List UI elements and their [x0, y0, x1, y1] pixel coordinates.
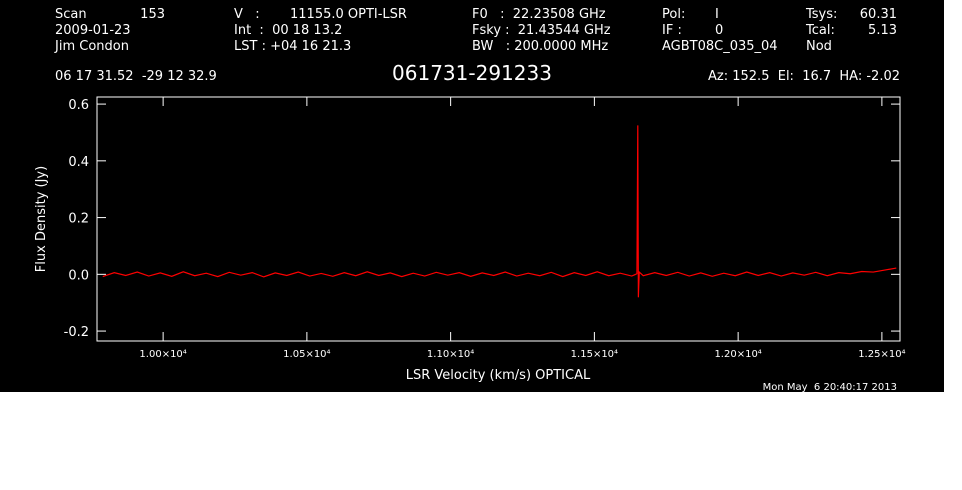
- timestamp: Mon May 6 20:40:17 2013: [763, 382, 897, 393]
- int: Int : 00 18 13.2: [234, 23, 342, 38]
- chart-title: 061731-291233: [392, 61, 552, 85]
- tcal-label: Tcal:: [805, 23, 835, 38]
- v-label: V :: [234, 7, 260, 22]
- plot-frame: [96, 96, 901, 342]
- x-tick-label: 1.05×10⁴: [283, 349, 330, 360]
- pol-label: Pol:: [662, 7, 685, 22]
- if-label: IF :: [662, 23, 682, 38]
- y-tick-label: -0.2: [64, 325, 89, 340]
- x-tick-label: 1.10×10⁴: [427, 349, 474, 360]
- y-tick-label: 0.4: [68, 155, 89, 170]
- lst: LST : +04 16 21.3: [234, 39, 351, 54]
- y-tick-label: 0.6: [68, 98, 89, 113]
- observer: Jim Condon: [54, 39, 129, 54]
- tcal: 5.13: [868, 23, 897, 38]
- x-tick-label: 1.20×10⁴: [714, 349, 761, 360]
- project: AGBT08C_035_04: [662, 39, 778, 54]
- if: 0: [715, 23, 723, 38]
- background: [0, 0, 944, 392]
- spectrum-line: [102, 125, 897, 298]
- x-tick-label: 1.15×10⁴: [571, 349, 618, 360]
- y-tick-label: 0.0: [68, 268, 89, 283]
- pol: I: [715, 7, 719, 22]
- x-axis-label: LSR Velocity (km/s) OPTICAL: [406, 368, 591, 383]
- procedure: Nod: [806, 39, 832, 54]
- y-axis-label: Flux Density (Jy): [34, 166, 49, 272]
- date: 2009-01-23: [55, 23, 131, 38]
- velocity: 11155.0 OPTI-LSR: [290, 7, 407, 22]
- scan: 153: [140, 7, 165, 22]
- coords: 06 17 31.52 -29 12 32.9: [55, 69, 217, 84]
- tsys-label: Tsys:: [805, 7, 837, 22]
- f0: F0 : 22.23508 GHz: [472, 7, 606, 22]
- fsky: Fsky : 21.43544 GHz: [472, 23, 611, 38]
- scan-label: Scan: [55, 7, 87, 22]
- az-el: Az: 152.5 El: 16.7 HA: -2.02: [708, 69, 900, 84]
- x-tick-label: 1.00×10⁴: [139, 349, 186, 360]
- y-tick-label: 0.2: [68, 212, 89, 227]
- x-tick-label: 1.25×10⁴: [858, 349, 905, 360]
- bw: BW : 200.0000 MHz: [472, 39, 608, 54]
- tsys: 60.31: [860, 7, 897, 22]
